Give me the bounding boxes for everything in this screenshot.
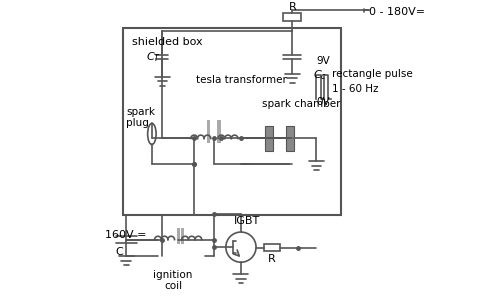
Text: $C_T$: $C_T$ xyxy=(146,50,161,64)
Text: tesla transformer: tesla transformer xyxy=(196,75,286,85)
Text: R: R xyxy=(268,254,276,264)
Bar xyxy=(181,227,184,244)
Bar xyxy=(286,126,294,151)
Text: spark
plug: spark plug xyxy=(126,106,155,128)
Text: 0V: 0V xyxy=(316,97,330,107)
Ellipse shape xyxy=(148,123,156,144)
Text: rectangle pulse: rectangle pulse xyxy=(332,69,412,79)
Text: 9V: 9V xyxy=(316,57,330,66)
Text: $C_c$: $C_c$ xyxy=(314,68,328,82)
Text: IGBT: IGBT xyxy=(234,216,260,226)
Text: C: C xyxy=(116,247,124,257)
Bar xyxy=(265,126,272,151)
Text: ignition
coil: ignition coil xyxy=(154,270,192,291)
Text: 0 - 180V=: 0 - 180V= xyxy=(369,7,426,17)
Bar xyxy=(176,227,180,244)
Text: spark chamber: spark chamber xyxy=(262,99,340,109)
Text: R: R xyxy=(288,2,296,12)
Text: shielded box: shielded box xyxy=(132,37,203,47)
Text: 1 - 60 Hz: 1 - 60 Hz xyxy=(332,84,378,94)
Bar xyxy=(264,244,280,251)
Text: 160V =: 160V = xyxy=(105,230,146,240)
Bar xyxy=(283,13,302,21)
Bar xyxy=(207,120,210,143)
Circle shape xyxy=(226,232,256,262)
Bar xyxy=(217,120,220,143)
